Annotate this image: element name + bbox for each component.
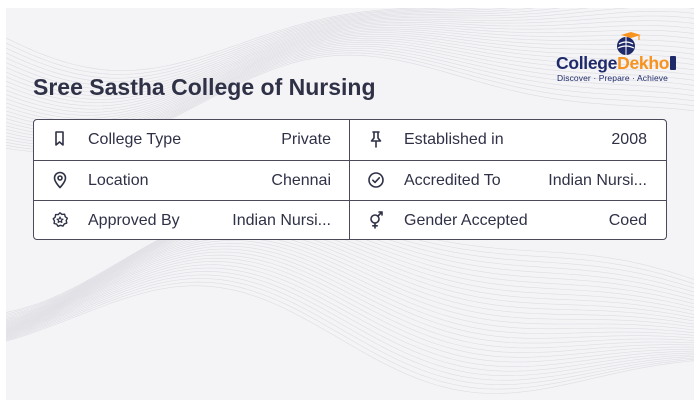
gender-icon [370, 211, 383, 229]
info-cell-college-type: College Type Private [34, 120, 350, 160]
wave-line [6, 251, 694, 349]
check-circle-icon [368, 172, 384, 188]
wave-line [6, 8, 536, 86]
wave-line [6, 28, 694, 119]
wave-line [6, 245, 694, 339]
wave-line [6, 8, 694, 97]
info-value: Chennai [271, 172, 331, 189]
wave-line [6, 264, 694, 367]
wave-line [6, 232, 694, 328]
wave-line [6, 234, 694, 329]
wave-line [6, 27, 694, 116]
wave-line [6, 254, 694, 353]
wave-line [6, 8, 512, 83]
location-icon [53, 171, 67, 189]
table-row: Approved By Indian Nursi... Gender Accep… [34, 200, 666, 240]
table-row: College Type Private Established in 2008 [34, 120, 666, 160]
wave-line [6, 224, 694, 325]
info-value: Indian Nursi... [548, 172, 647, 189]
wave-line [6, 20, 694, 107]
wave-line [6, 8, 449, 75]
info-label: Established in [404, 131, 504, 148]
info-cell-approved-by: Approved By Indian Nursi... [34, 201, 350, 241]
wave-line [6, 8, 419, 71]
info-cell-accredited: Accredited To Indian Nursi... [350, 161, 666, 201]
wave-line [6, 8, 483, 79]
wave-line [6, 23, 694, 110]
wave-line [6, 30, 694, 122]
wave-line [6, 261, 694, 363]
wave-line [6, 267, 694, 372]
page-title: Sree Sastha College of Nursing [33, 74, 376, 100]
wave-line [6, 25, 694, 113]
star-badge-icon [52, 212, 68, 227]
wave-line [6, 8, 591, 93]
wave-line [6, 15, 694, 103]
info-label: Location [88, 172, 149, 189]
wave-line [6, 274, 694, 381]
wave-line [6, 227, 694, 326]
pin-icon [370, 131, 382, 148]
logo-wordmark: CollegeDekho [556, 53, 670, 73]
wave-line [6, 222, 694, 324]
info-label: College Type [88, 131, 182, 148]
bookmark-icon [55, 131, 64, 146]
table-row: Location Chennai Accredited To Indian Nu… [34, 160, 666, 200]
info-label: Accredited To [404, 172, 501, 189]
info-cell-location: Location Chennai [34, 161, 350, 201]
wave-line [6, 220, 694, 323]
wave-line [6, 285, 694, 394]
info-value: 2008 [611, 131, 647, 148]
wave-line [6, 248, 694, 344]
wave-line [6, 278, 694, 386]
wave-line [6, 281, 694, 390]
info-value: Indian Nursi... [232, 212, 331, 229]
info-value: Coed [608, 212, 647, 229]
info-cell-established: Established in 2008 [350, 120, 666, 160]
collegedekho-logo[interactable]: CollegeDekho Discover · Prepare · Achiev… [556, 32, 676, 84]
logo-badge [670, 56, 676, 70]
wave-line [6, 8, 562, 90]
wave-line [6, 257, 694, 358]
info-table: College Type Private Established in 2008… [33, 119, 667, 240]
info-value: Private [281, 131, 331, 148]
info-label: Approved By [88, 212, 180, 229]
info-label: Gender Accepted [404, 212, 528, 229]
wave-line [6, 237, 694, 331]
info-cell-gender: Gender Accepted Coed [350, 201, 666, 241]
wave-line [6, 229, 694, 327]
column-divider [349, 120, 350, 239]
wave-line [6, 11, 694, 100]
wave-background [6, 8, 694, 394]
wave-line [6, 242, 694, 336]
globe-graduation-icon [617, 32, 641, 55]
wave-line [6, 240, 694, 334]
logo-tagline: Discover · Prepare · Achieve [557, 73, 668, 83]
wave-line [6, 271, 694, 376]
